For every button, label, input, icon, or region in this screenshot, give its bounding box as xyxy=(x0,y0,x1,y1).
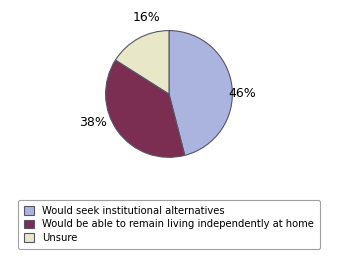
Wedge shape xyxy=(105,60,185,157)
Wedge shape xyxy=(116,31,169,94)
Text: 16%: 16% xyxy=(133,11,161,24)
Legend: Would seek institutional alternatives, Would be able to remain living independen: Would seek institutional alternatives, W… xyxy=(18,200,320,249)
Text: 38%: 38% xyxy=(79,116,107,129)
Wedge shape xyxy=(169,31,233,155)
Text: 46%: 46% xyxy=(228,87,256,100)
